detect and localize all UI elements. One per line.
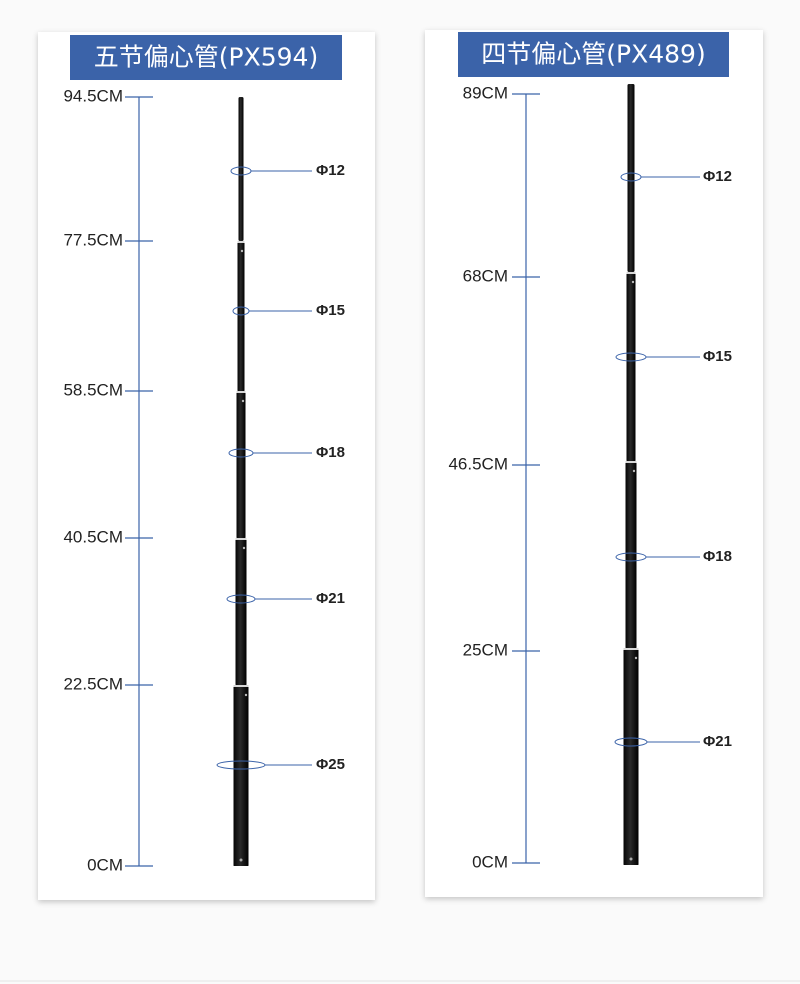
scale-label: 68CM bbox=[463, 266, 508, 285]
pole-hole bbox=[241, 399, 245, 403]
pole-hole bbox=[634, 656, 638, 660]
title-banner bbox=[458, 32, 729, 77]
pole-segment bbox=[625, 461, 637, 648]
product-panel: 四节偏心管(PX489) 89CM 68CM 46.5CM 25CM 0CM Φ12 Φ15 Φ… bbox=[425, 30, 763, 897]
scale-label: 40.5CM bbox=[63, 527, 123, 546]
pole-hole bbox=[242, 546, 246, 550]
diameter-label: Φ25 bbox=[316, 756, 345, 773]
pole-hole bbox=[244, 693, 248, 697]
pole-joint bbox=[237, 241, 245, 243]
pole-joint bbox=[233, 685, 249, 687]
diameter-label: Φ15 bbox=[316, 302, 345, 319]
pole-segment bbox=[237, 241, 245, 391]
diameter-label: Φ18 bbox=[703, 548, 732, 565]
panel-title: 四节偏心管(PX489) bbox=[481, 40, 705, 69]
diameter-label: Φ15 bbox=[703, 348, 732, 365]
pole-segment bbox=[238, 97, 244, 241]
pole-hole bbox=[631, 280, 635, 284]
pole-segment bbox=[623, 648, 639, 865]
scale-label: 25CM bbox=[463, 640, 508, 659]
scale-label: 0CM bbox=[87, 855, 123, 874]
diameter-label: Φ21 bbox=[703, 733, 732, 750]
pole-segment bbox=[235, 538, 247, 685]
pole-hole bbox=[239, 858, 243, 862]
pole-hole bbox=[632, 469, 636, 473]
diameter-label: Φ12 bbox=[316, 162, 345, 179]
scale-label: 58.5CM bbox=[63, 380, 123, 399]
pole-segment bbox=[236, 391, 246, 538]
pole-segment bbox=[233, 685, 249, 866]
pole-joint bbox=[626, 272, 636, 274]
pole-joint bbox=[625, 461, 637, 463]
scale-label: 22.5CM bbox=[63, 674, 123, 693]
pole-hole bbox=[240, 249, 244, 253]
product-panel: 五节偏心管(PX594) 94.5CM 77.5CM 58.5CM 40.5CM 22.5… bbox=[38, 32, 375, 900]
pole-joint bbox=[623, 648, 639, 650]
title-banner bbox=[70, 35, 342, 80]
panel-title: 五节偏心管(PX594) bbox=[94, 43, 318, 72]
pole-hole bbox=[629, 857, 633, 861]
diameter-label: Φ21 bbox=[316, 590, 345, 607]
panel-card bbox=[38, 32, 375, 900]
diameter-label: Φ18 bbox=[316, 444, 345, 461]
pole-segment bbox=[627, 84, 635, 272]
pole-joint bbox=[235, 538, 247, 540]
pole-segment bbox=[626, 272, 636, 461]
pole-joint bbox=[236, 391, 246, 393]
panel-card bbox=[425, 30, 763, 897]
diameter-label: Φ12 bbox=[703, 168, 732, 185]
scale-label: 89CM bbox=[463, 83, 508, 102]
scale-label: 94.5CM bbox=[63, 86, 123, 105]
scale-label: 46.5CM bbox=[448, 454, 508, 473]
scale-label: 77.5CM bbox=[63, 230, 123, 249]
scale-label: 0CM bbox=[472, 852, 508, 871]
